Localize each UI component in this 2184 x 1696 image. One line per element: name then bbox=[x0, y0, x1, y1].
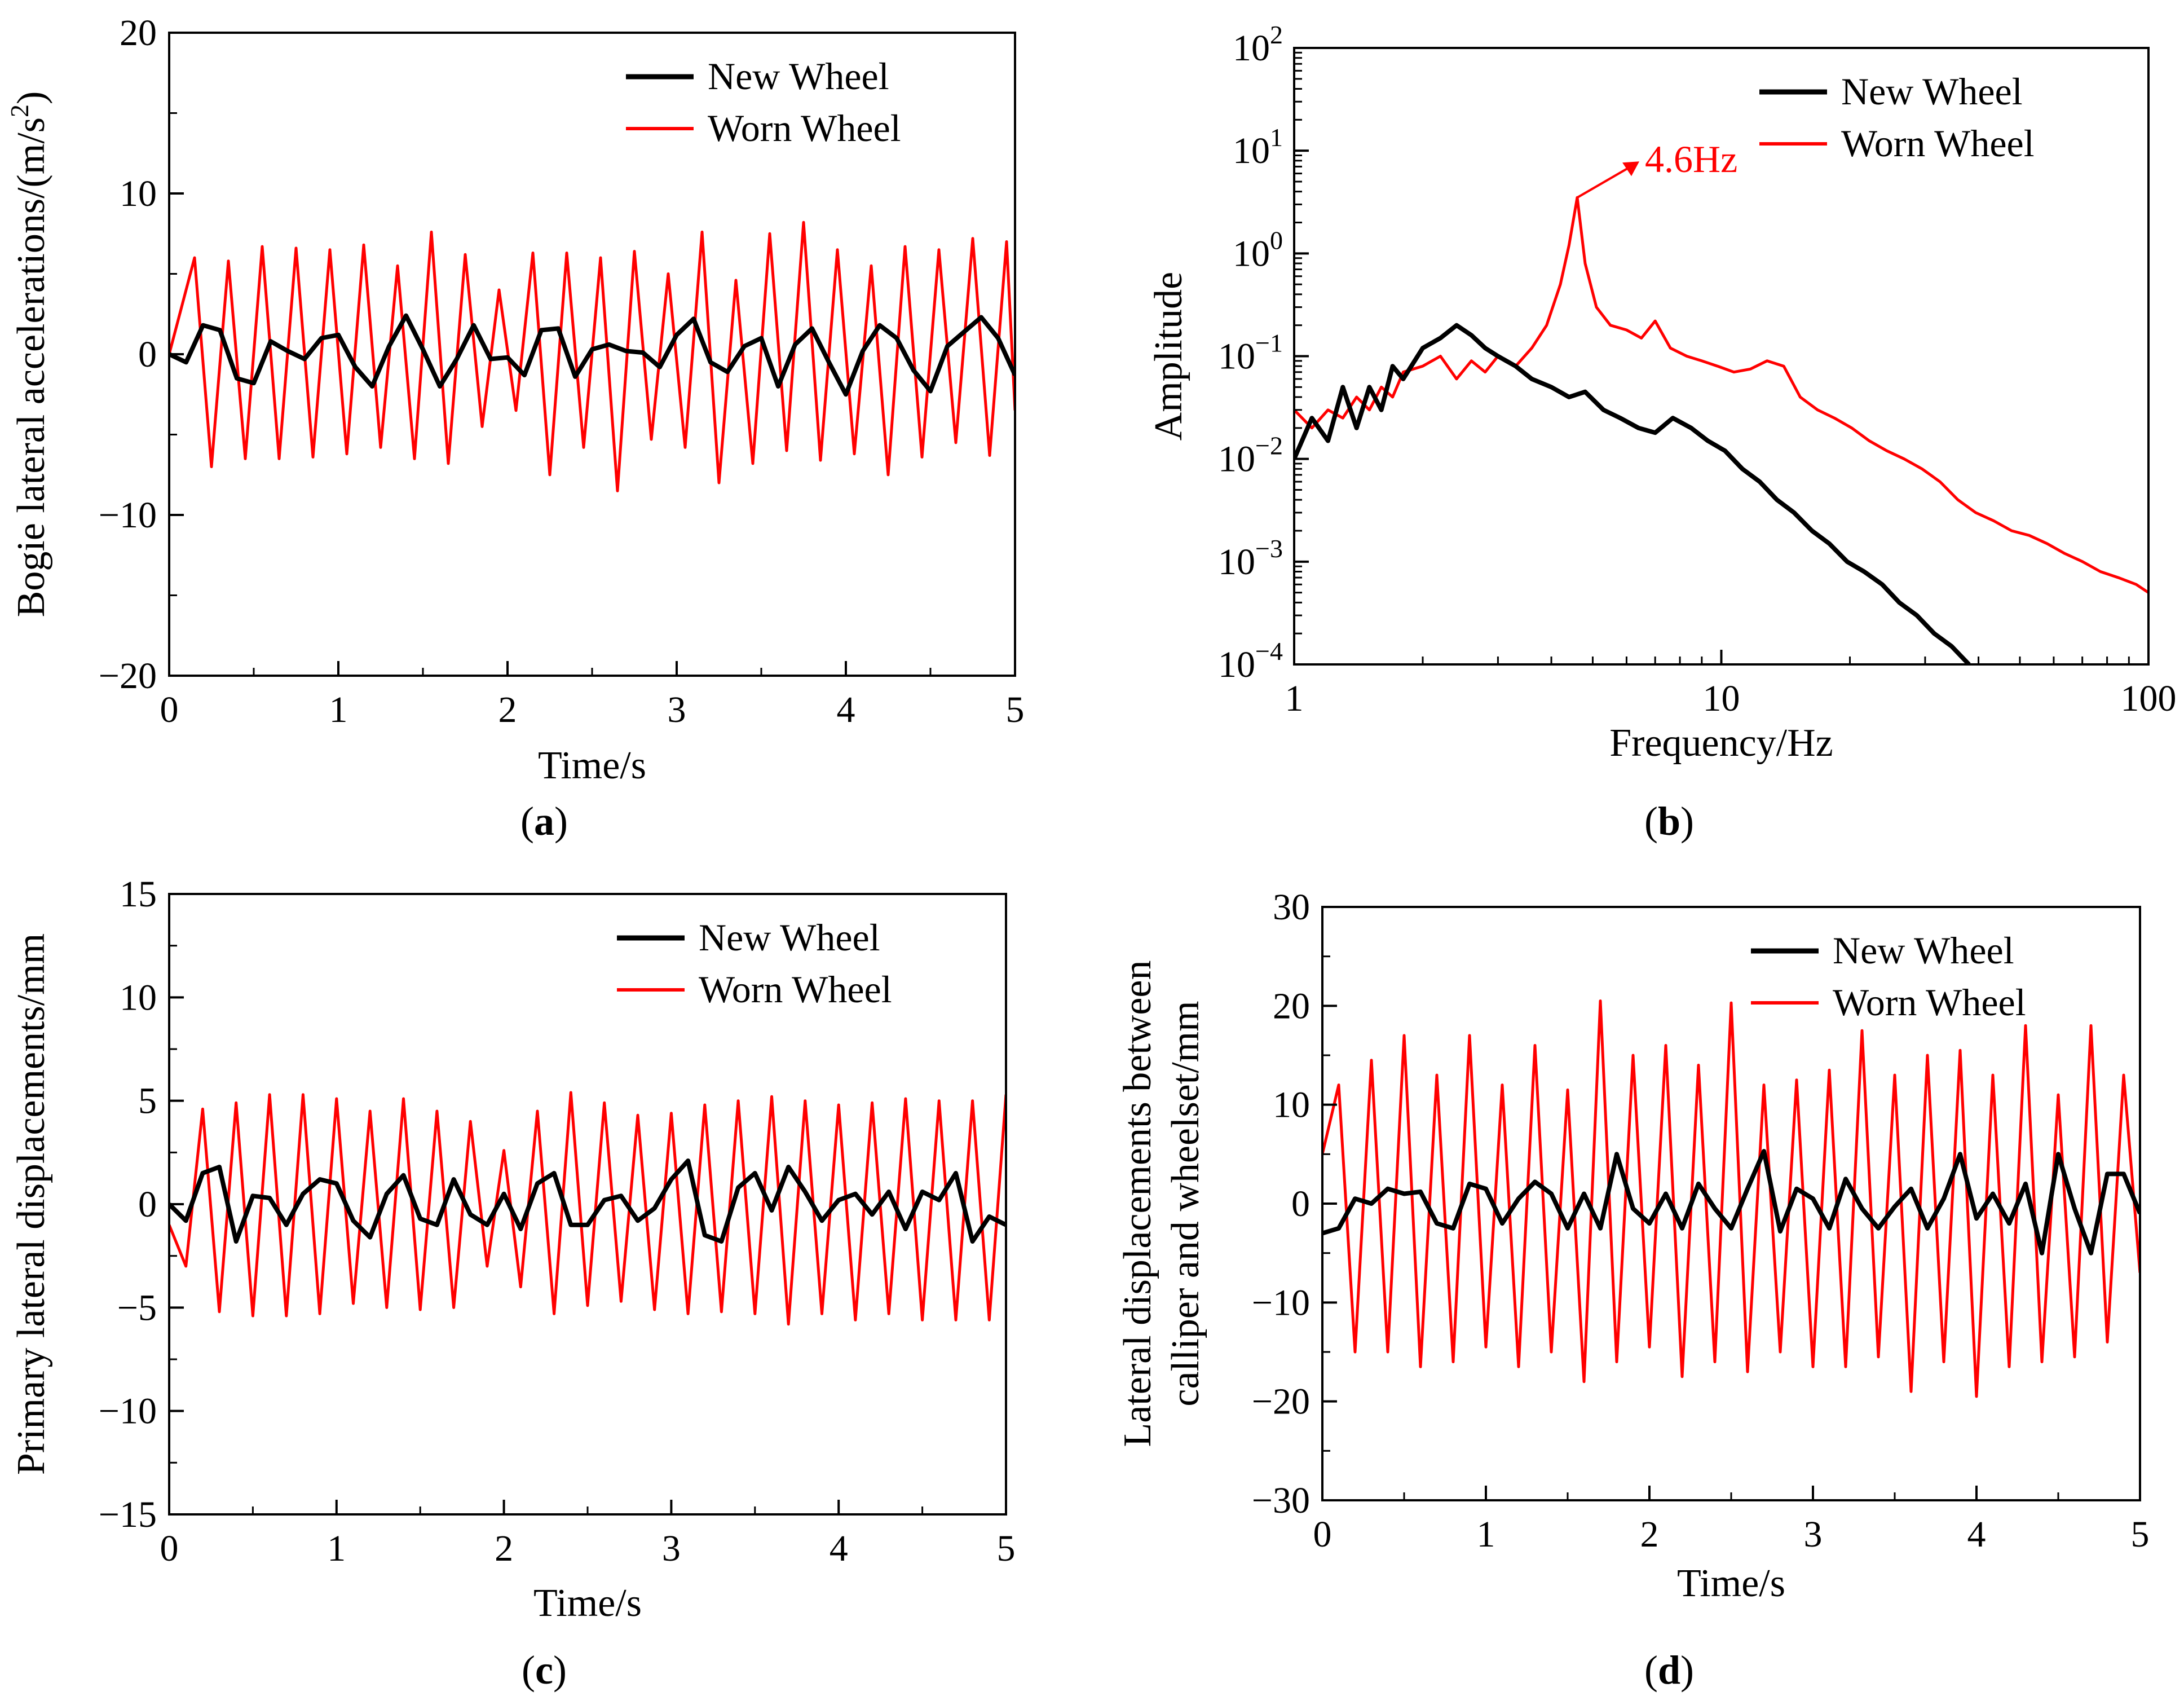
legend-label-worn-wheel: Worn Wheel bbox=[1833, 981, 2026, 1024]
y-axis-label: Amplitude bbox=[1147, 272, 1190, 440]
x-tick-label: 3 bbox=[662, 1528, 681, 1569]
x-tick-label: 100 bbox=[2121, 678, 2177, 719]
panel-caption: (b) bbox=[1644, 799, 1694, 844]
x-tick-label: 0 bbox=[1313, 1514, 1332, 1555]
panel-b-amplitude-spectrum: 1 10 100 10−4 10−3 10−2 10−1 100 101 102 Frequency… bbox=[1147, 20, 2177, 844]
y-tick-label: 0 bbox=[138, 1184, 157, 1225]
y-axis-label: Lateral displacements between bbox=[1116, 961, 1159, 1447]
x-tick-label: 5 bbox=[2131, 1514, 2150, 1555]
annotation-label: 4.6Hz bbox=[1645, 138, 1737, 180]
y-tick-label: 10−4 bbox=[1218, 637, 1283, 685]
x-tick-label: 4 bbox=[837, 689, 855, 730]
x-tick-label: 0 bbox=[160, 1528, 179, 1569]
legend-label-new-wheel: New Wheel bbox=[1833, 929, 2014, 972]
legend-label-worn-wheel: Worn Wheel bbox=[699, 968, 892, 1011]
y-tick-label: −5 bbox=[117, 1287, 157, 1328]
x-tick-label: 1 bbox=[1477, 1514, 1495, 1555]
y-axis-label-line2: calliper and wheelset/mm bbox=[1164, 1001, 1207, 1406]
y-tick-label: 10 bbox=[1273, 1085, 1310, 1126]
legend-label-new-wheel: New Wheel bbox=[1841, 70, 2023, 113]
legend-label-worn-wheel: Worn Wheel bbox=[1841, 122, 2035, 165]
y-tick-label: 30 bbox=[1273, 887, 1310, 928]
x-tick-label: 10 bbox=[1703, 678, 1740, 719]
legend-label-new-wheel: New Wheel bbox=[699, 916, 880, 959]
series-group bbox=[1322, 999, 2140, 1398]
panel-d-calliper-wheelset-displacement: 0 1 2 3 4 5 −30 −20 −10 0 10 20 30 Time/s Lateral disp… bbox=[1116, 887, 2150, 1693]
y-tick-label: 10−2 bbox=[1218, 431, 1283, 480]
y-tick-label: 10−1 bbox=[1218, 329, 1283, 377]
y-tick-label: −10 bbox=[1252, 1282, 1310, 1323]
series-line-new-wheel bbox=[169, 313, 1015, 397]
x-tick-label: 2 bbox=[1640, 1514, 1659, 1555]
annotation-arrowhead bbox=[1622, 161, 1640, 177]
x-tick-label: 3 bbox=[668, 689, 686, 730]
x-tick-label: 1 bbox=[329, 689, 348, 730]
x-tick-label: 4 bbox=[1967, 1514, 1986, 1555]
y-tick-label: 102 bbox=[1233, 20, 1283, 69]
y-tick-label: −30 bbox=[1252, 1480, 1310, 1521]
x-tick-label: 5 bbox=[997, 1528, 1016, 1569]
y-tick-label: 0 bbox=[1291, 1183, 1310, 1224]
y-tick-label: 10 bbox=[120, 173, 157, 214]
series-line-new-wheel bbox=[1294, 323, 1971, 664]
panel-caption: (c) bbox=[522, 1647, 567, 1693]
series-line-new-wheel bbox=[1322, 1149, 2140, 1256]
x-tick-label: 1 bbox=[327, 1528, 346, 1569]
panel-c-primary-lateral-displacement: 0 1 2 3 4 5 −15 −10 −5 0 5 10 15 Time/s Primary latera… bbox=[10, 874, 1016, 1693]
panel-a-bogie-acceleration: 0 1 2 3 4 5 −20 −10 0 10 20 Time/s Bogie lateral acc… bbox=[5, 12, 1025, 844]
series-group bbox=[169, 1091, 1006, 1326]
x-axis-label: Time/s bbox=[533, 1582, 642, 1625]
series-line-worn-wheel bbox=[169, 1091, 1006, 1326]
x-axis-label: Time/s bbox=[1677, 1562, 1785, 1605]
y-tick-label: 101 bbox=[1233, 123, 1283, 171]
y-tick-label: 100 bbox=[1233, 226, 1283, 274]
y-tick-label: 20 bbox=[120, 12, 157, 54]
series-group bbox=[1294, 196, 2148, 664]
legend-label-worn-wheel: Worn Wheel bbox=[708, 107, 901, 149]
y-tick-label: 20 bbox=[1273, 985, 1310, 1027]
x-tick-label: 0 bbox=[160, 689, 179, 730]
x-axis-label: Time/s bbox=[538, 744, 646, 787]
panel-caption: (d) bbox=[1644, 1647, 1694, 1693]
y-tick-label: −20 bbox=[1252, 1381, 1310, 1422]
x-tick-label: 3 bbox=[1804, 1514, 1823, 1555]
series-line-worn-wheel bbox=[1322, 999, 2140, 1398]
y-tick-label: −10 bbox=[99, 495, 157, 536]
y-tick-label: −20 bbox=[99, 655, 157, 697]
x-tick-label: 4 bbox=[830, 1528, 848, 1569]
y-axis-label: Bogie lateral accelerations/(m/s2) bbox=[5, 91, 53, 618]
series-group bbox=[169, 221, 1015, 492]
series-line-new-wheel bbox=[169, 1158, 1006, 1244]
x-tick-label: 5 bbox=[1006, 689, 1025, 730]
y-tick-label: 5 bbox=[138, 1081, 157, 1122]
y-tick-label: −15 bbox=[99, 1494, 157, 1535]
legend-label-new-wheel: New Wheel bbox=[708, 55, 889, 98]
x-tick-label: 2 bbox=[495, 1528, 513, 1569]
series-line-worn-wheel bbox=[169, 221, 1015, 492]
y-tick-label: 0 bbox=[138, 334, 157, 375]
series-line-worn-wheel bbox=[1294, 196, 2148, 594]
x-tick-label: 2 bbox=[498, 689, 517, 730]
annotation-arrow bbox=[1577, 165, 1632, 199]
y-tick-label: 10 bbox=[120, 977, 157, 1018]
y-axis-label: Primary lateral displacements/mm bbox=[10, 933, 53, 1475]
y-tick-label: 10−3 bbox=[1218, 534, 1283, 583]
y-tick-label: 15 bbox=[120, 874, 157, 915]
x-tick-label: 1 bbox=[1285, 678, 1304, 719]
panel-caption: (a) bbox=[520, 799, 568, 844]
x-axis-label: Frequency/Hz bbox=[1609, 721, 1833, 765]
y-tick-label: −10 bbox=[99, 1391, 157, 1432]
